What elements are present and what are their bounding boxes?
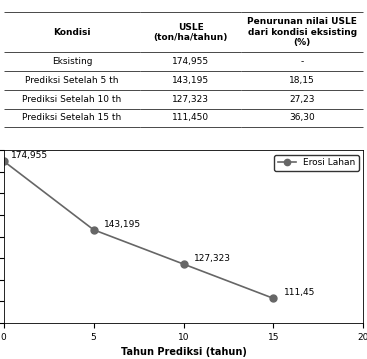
Erosi Lahan [271, 296, 276, 300]
Text: 127,323: 127,323 [194, 254, 231, 263]
Erosi Lahan [91, 228, 96, 232]
Text: 111,45: 111,45 [284, 288, 316, 297]
Legend: Erosi Lahan: Erosi Lahan [274, 155, 359, 171]
Line: Erosi Lahan: Erosi Lahan [0, 158, 277, 302]
Erosi Lahan [181, 262, 186, 266]
Text: 174,955: 174,955 [11, 151, 48, 160]
X-axis label: Tahun Prediksi (tahun): Tahun Prediksi (tahun) [121, 348, 246, 357]
Text: 143,195: 143,195 [104, 219, 142, 229]
Erosi Lahan [1, 159, 6, 163]
